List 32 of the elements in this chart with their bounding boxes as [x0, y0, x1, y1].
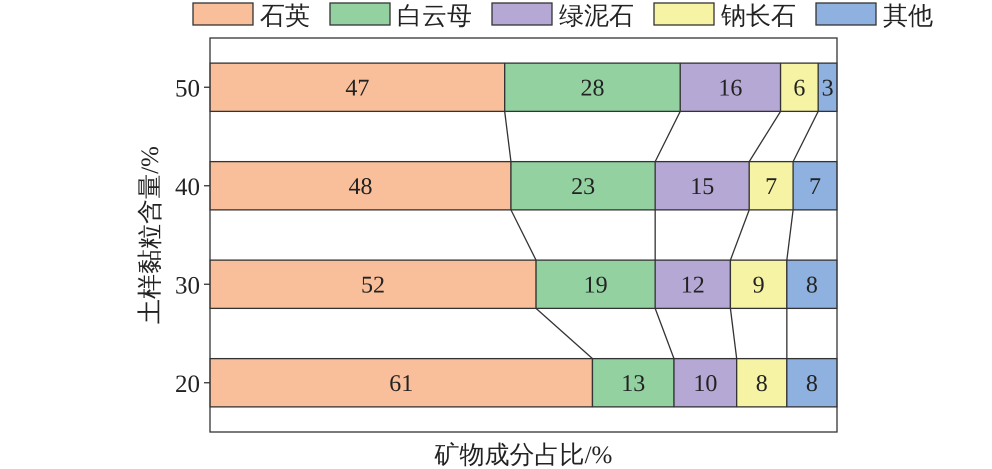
y-axis-title: 土样黏粒含量/%: [137, 146, 164, 324]
legend-label: 绿泥石: [559, 3, 634, 30]
data-label: 61: [389, 370, 414, 397]
data-label: 6: [793, 75, 806, 102]
data-label: 7: [809, 174, 822, 200]
y-tick-label: 20: [175, 370, 200, 398]
y-tick-label: 30: [175, 272, 200, 300]
data-label: 19: [584, 272, 608, 298]
data-label: 7: [765, 174, 778, 200]
data-label: 52: [361, 272, 386, 298]
data-label: 8: [806, 272, 818, 298]
data-label: 9: [752, 272, 765, 298]
data-label: 28: [580, 75, 604, 102]
data-label: 10: [693, 370, 718, 397]
data-label: 47: [345, 75, 370, 102]
legend-label: 石英: [260, 3, 310, 30]
data-label: 8: [806, 370, 818, 397]
data-label: 16: [718, 75, 742, 102]
data-label: 8: [756, 370, 768, 397]
data-label: 23: [571, 174, 596, 200]
data-label: 12: [680, 272, 705, 298]
data-label: 13: [621, 370, 646, 397]
y-tick-label: 50: [175, 75, 200, 102]
x-axis-title: 矿物成分占比/%: [434, 441, 612, 469]
plot: 47 28 16 6 3 48 23 15 7 7 52 19 12 9 8 61 13 10 8 8: [209, 62, 838, 408]
legend-label: 其他: [883, 3, 933, 30]
legend-label: 钠长石: [720, 3, 796, 30]
y-tick-label: 40: [175, 174, 200, 201]
data-label: 15: [690, 174, 714, 200]
data-label: 3: [822, 75, 834, 102]
legend-label: 白云母: [397, 3, 472, 30]
data-label: 48: [348, 174, 372, 200]
